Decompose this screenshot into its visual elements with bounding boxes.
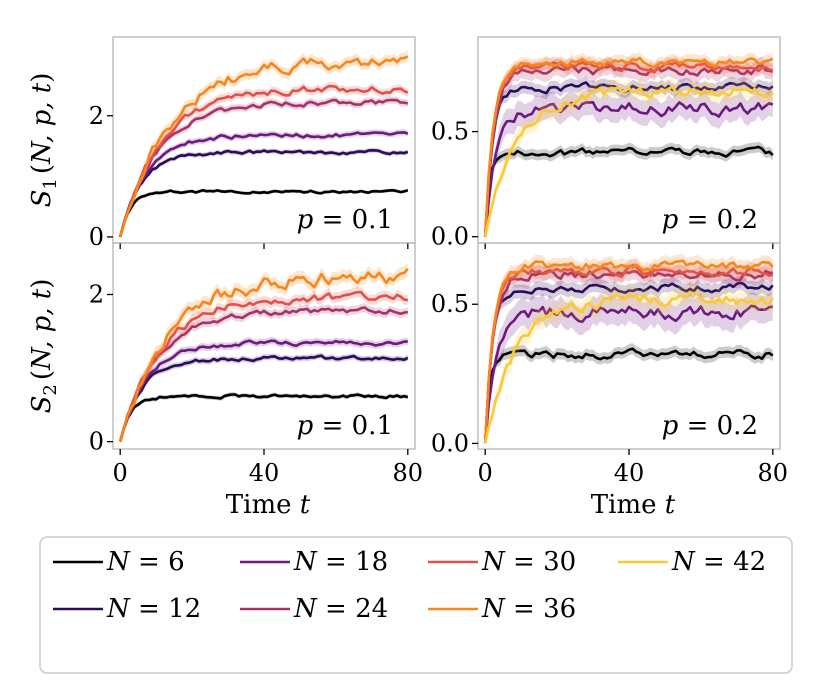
series-line-N36 — [483, 56, 774, 237]
series-line-N30 — [118, 290, 409, 442]
panel-S2-p0.1: 0 40 80 0 2 p = 0.1 S2(N, p, t) Time t — [27, 242, 424, 520]
legend-box — [39, 536, 793, 674]
series-line-N6 — [118, 393, 409, 442]
legend-label-N18: N = 18 — [293, 547, 388, 577]
legend-label-N36: N = 36 — [481, 594, 576, 624]
x-tick-label: 80 — [393, 459, 424, 487]
series-line-N18 — [118, 131, 409, 238]
y-axis-label: S1(N, p, t) — [27, 73, 61, 208]
band-N30 — [485, 55, 773, 237]
series-line-N42 — [483, 85, 774, 237]
series-line-N24 — [118, 98, 409, 238]
plot-area — [483, 253, 774, 444]
y-tick-label: 0.0 — [431, 223, 469, 251]
y-tick-label: 0.5 — [431, 290, 469, 318]
series-line-N24 — [118, 306, 409, 442]
y-tick-label: 0.0 — [431, 429, 469, 457]
plot-area — [483, 51, 774, 237]
x-tick-label: 0 — [113, 459, 128, 487]
series-line-N6 — [483, 145, 774, 237]
series-line-N18 — [118, 339, 408, 442]
x-axis-label: Time t — [591, 490, 676, 520]
panel-annotation: p = 0.1 — [297, 411, 393, 441]
legend-label-N24: N = 24 — [293, 594, 388, 624]
band-N18 — [485, 89, 773, 237]
x-tick-label: 40 — [249, 459, 280, 487]
panel-annotation: p = 0.2 — [662, 411, 758, 441]
panel-annotation: p = 0.1 — [297, 205, 393, 235]
x-tick-label: 40 — [614, 459, 645, 487]
band-N36 — [120, 51, 408, 237]
plot-area — [118, 51, 409, 238]
series-line-N42 — [483, 291, 774, 444]
band-N36 — [485, 51, 773, 237]
panel-S1-p0.2: 0.0 0.5 p = 0.2 — [431, 36, 781, 251]
series-line-N12 — [118, 354, 409, 442]
series-line-N18 — [483, 304, 774, 444]
band-N42 — [485, 78, 773, 237]
x-axis-label: Time t — [226, 490, 311, 520]
legend: N = 6 N = 18 N = 30 N = 42 N = 12 N = 24 N = 3… — [39, 536, 793, 674]
series-line-N18 — [483, 101, 774, 237]
plot-area — [118, 262, 409, 442]
panel-S2-p0.2: 0 40 80 0.0 0.5 p = 0.2 Time t — [431, 242, 789, 520]
y-tick-label: 2 — [89, 102, 104, 130]
y-tick-label: 2 — [89, 281, 104, 309]
legend-label-N42: N = 42 — [671, 547, 766, 577]
series-line-N36 — [118, 55, 409, 238]
series-line-N6 — [118, 189, 409, 238]
y-axis-label: S2(N, p, t) — [27, 279, 61, 414]
band-N36 — [120, 262, 408, 442]
band-N12 — [120, 352, 408, 442]
series-line-N36 — [483, 259, 774, 444]
x-tick-label: 0 — [478, 459, 493, 487]
band-N42 — [485, 282, 773, 444]
series-line-N30 — [118, 84, 409, 238]
y-tick-label: 0.5 — [431, 118, 469, 146]
panel-S1-p0.1: 0 2 p = 0.1 S1(N, p, t) — [27, 36, 416, 251]
y-tick-label: 0 — [89, 223, 104, 251]
series-line-N6 — [483, 347, 774, 444]
series-line-N12 — [118, 149, 409, 238]
x-tick-label: 80 — [758, 459, 789, 487]
y-tick-label: 0 — [89, 428, 104, 456]
panel-annotation: p = 0.2 — [662, 205, 758, 235]
legend-label-N12: N = 12 — [106, 594, 201, 624]
band-N18 — [120, 337, 408, 442]
legend-label-N30: N = 30 — [481, 547, 576, 577]
series-line-N12 — [483, 281, 774, 444]
legend-label-N6: N = 6 — [106, 547, 185, 577]
series-line-N36 — [118, 267, 409, 442]
band-N18 — [485, 292, 773, 444]
